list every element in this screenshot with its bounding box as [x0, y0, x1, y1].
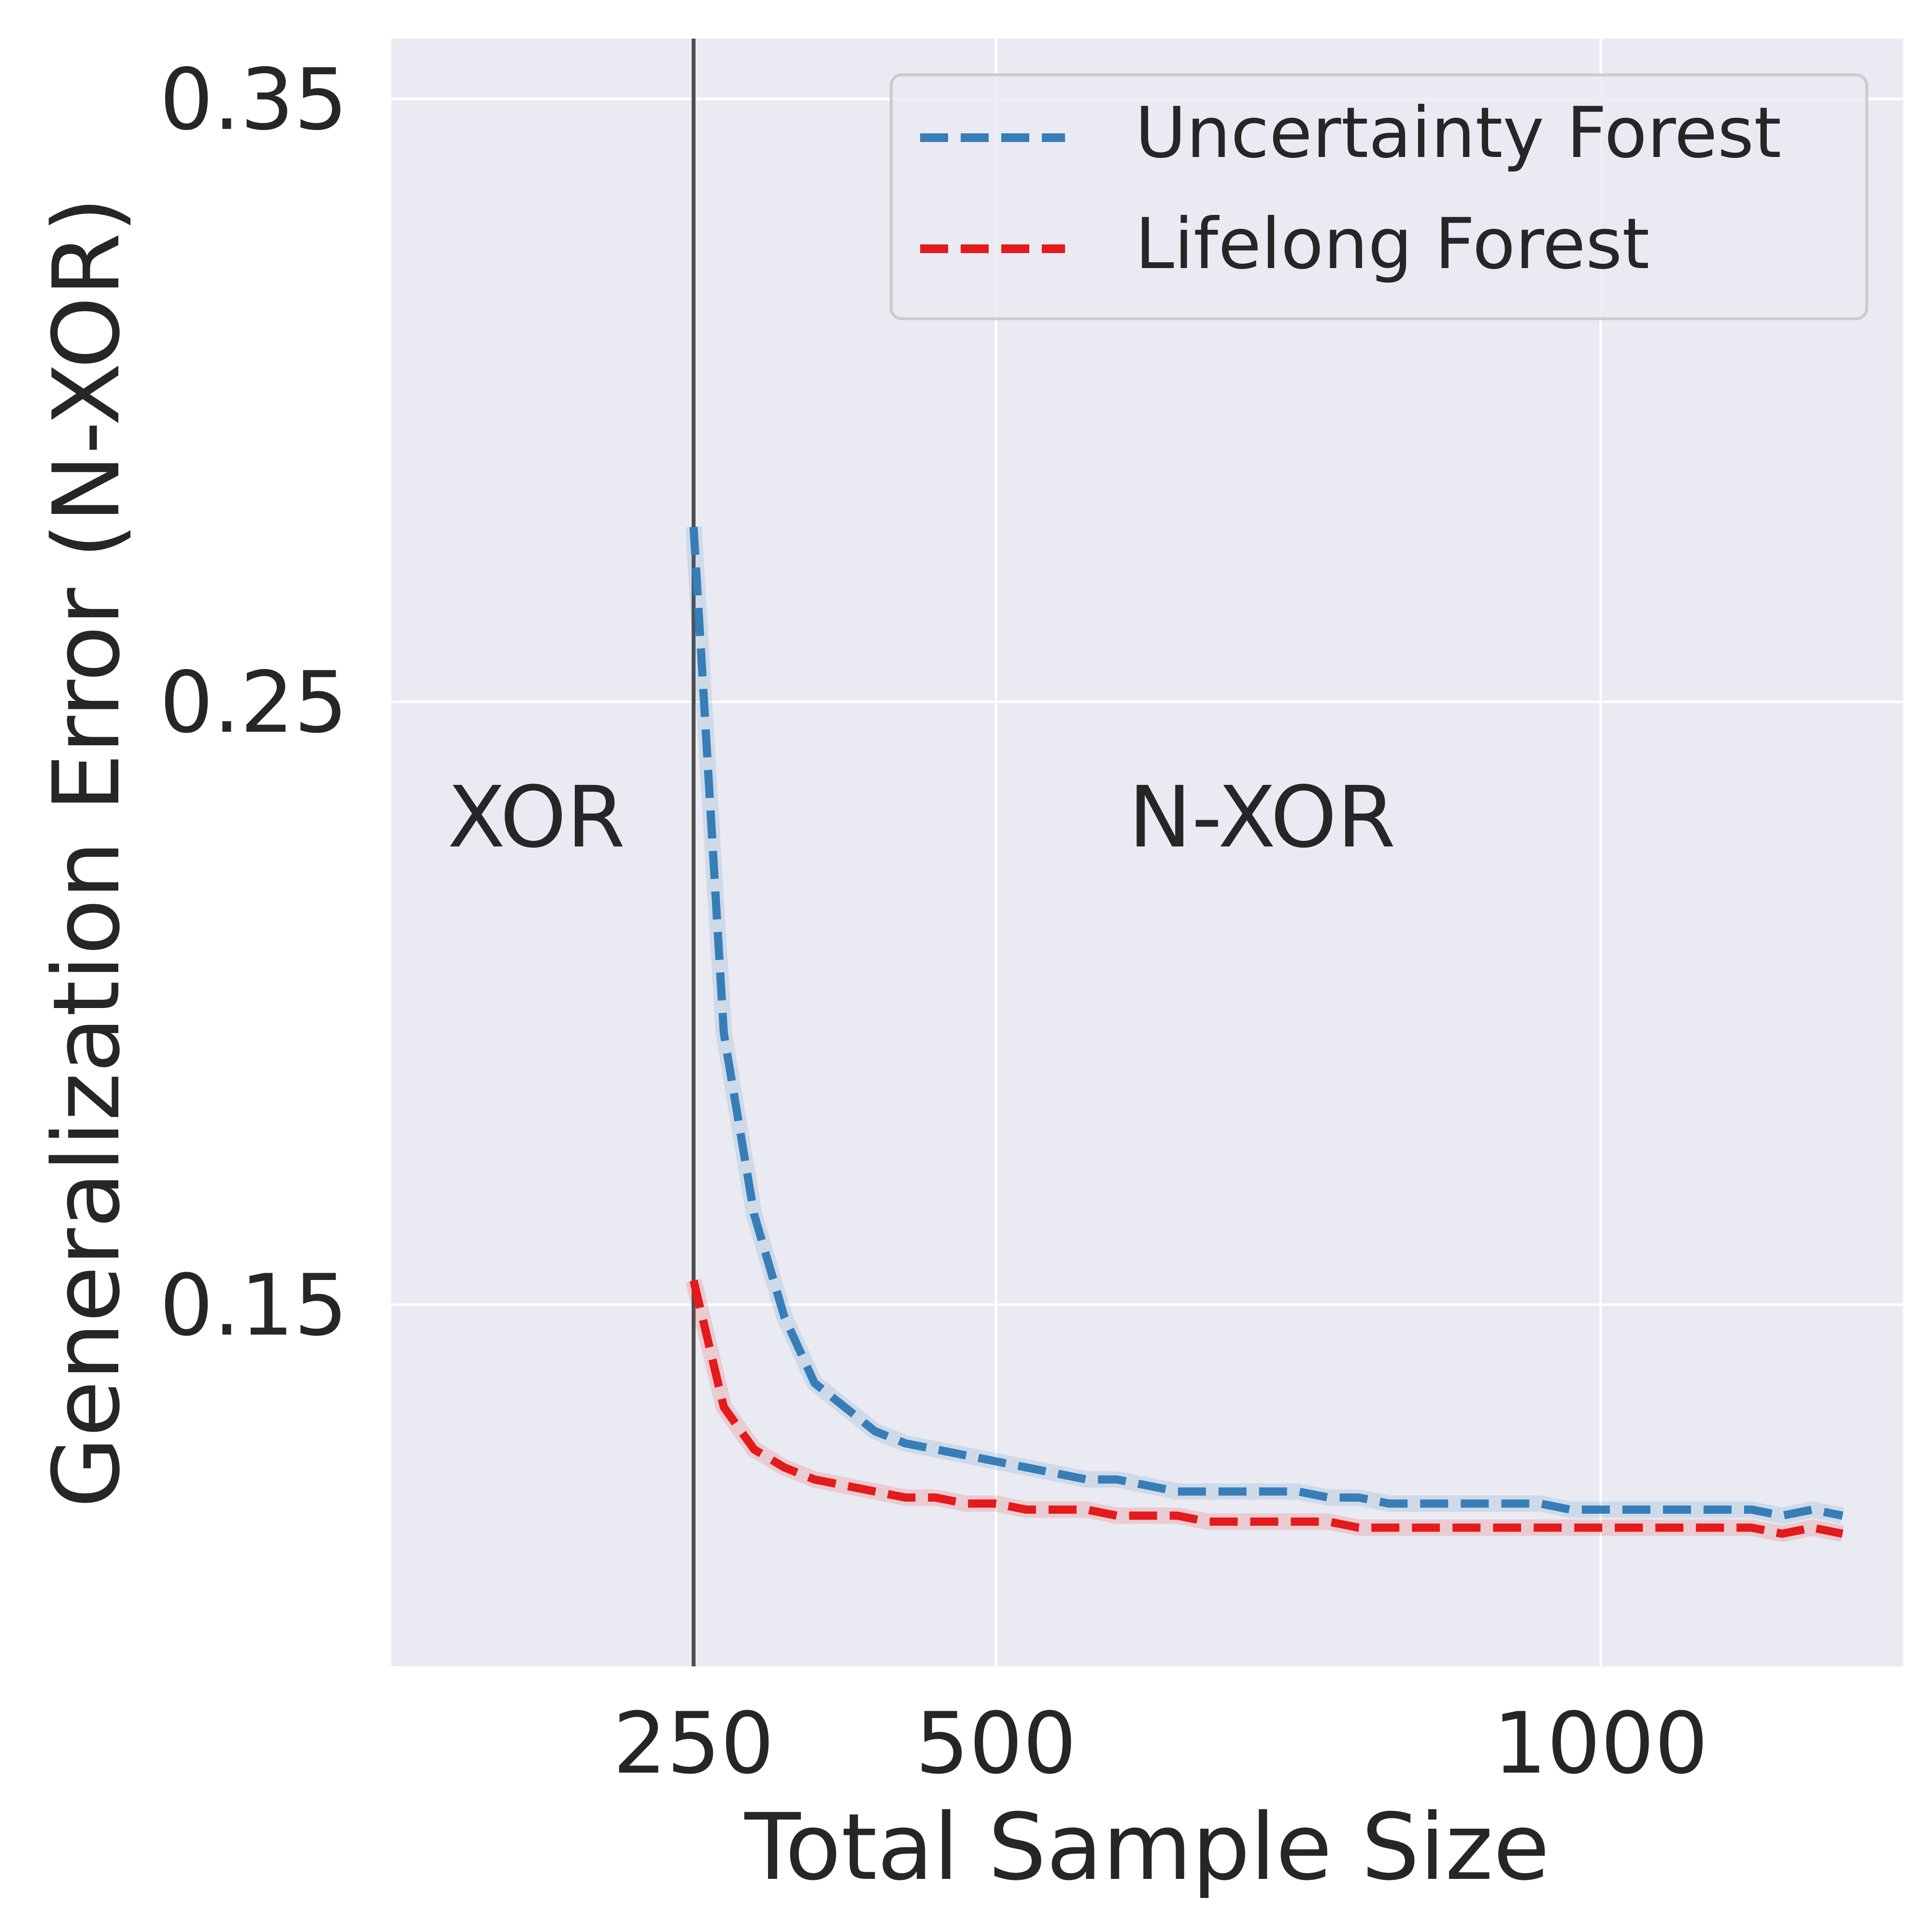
series-group	[685, 526, 1845, 1542]
x-ticks: 250 500 1000	[613, 1695, 1708, 1793]
x-axis-label: Total Sample Size	[744, 1794, 1550, 1901]
x-tick-label: 250	[613, 1695, 774, 1793]
annotation-n-xor: N-XOR	[1128, 769, 1395, 867]
x-tick-label: 1000	[1493, 1695, 1708, 1793]
y-tick-label: 0.35	[159, 51, 348, 149]
y-axis-label: Generalization Error (N-XOR)	[33, 197, 140, 1508]
legend-label-uncertainty-forest: Uncertainty Forest	[1135, 92, 1781, 174]
y-tick-label: 0.25	[159, 654, 348, 752]
annotations: XOR N-XOR	[447, 769, 1395, 867]
series-line-uncertainty-forest	[689, 526, 1844, 1520]
annotation-xor: XOR	[447, 769, 625, 867]
y-ticks: 0.15 0.25 0.35	[159, 51, 348, 1355]
x-tick-label: 500	[915, 1695, 1077, 1793]
legend: Uncertainty Forest Lifelong Forest	[890, 73, 1868, 320]
series-line-lifelong-forest	[689, 1279, 1844, 1538]
y-tick-label: 0.15	[159, 1257, 348, 1355]
legend-box	[890, 73, 1868, 320]
legend-label-lifelong-forest: Lifelong Forest	[1135, 203, 1649, 285]
